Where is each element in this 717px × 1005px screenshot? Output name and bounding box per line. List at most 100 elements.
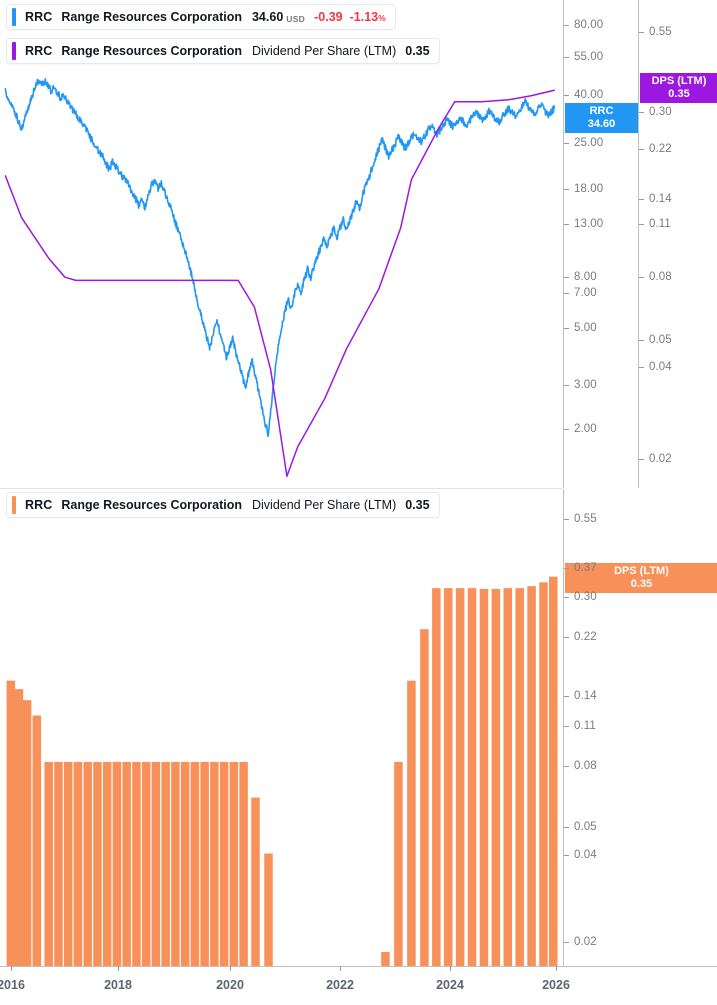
dividend-axis-tick: 0.04 bbox=[564, 848, 597, 862]
legend-last-price: 34.60 bbox=[251, 10, 284, 24]
time-axis[interactable]: 2016 2018 2020 2022 2024 2026 bbox=[0, 966, 717, 1005]
price-axis-tick-label: 5.00 bbox=[574, 322, 597, 334]
legend-swatch-dps-bars bbox=[12, 496, 16, 514]
dividend-bar bbox=[14, 689, 24, 966]
dividend-bar bbox=[539, 582, 548, 966]
legend-company-dps-overlay: Range Resources Corporation bbox=[61, 44, 242, 58]
price-axis-tick-label: 18.00 bbox=[574, 183, 604, 195]
dps-overlay-axis-tick: 0.11 bbox=[639, 217, 671, 231]
dividend-bar bbox=[32, 715, 42, 966]
legend-price[interactable]: RRC Range Resources Corporation 34.60 US… bbox=[6, 4, 396, 30]
dividend-bar bbox=[93, 761, 102, 966]
dividend-bar bbox=[503, 588, 513, 966]
dps-overlay-axis[interactable]: DPS (LTM) 0.35 0.55 0.30 0.22 0.14 0.11 0.08 0… bbox=[638, 0, 717, 488]
dividend-badge: DPS (LTM) 0.35 bbox=[565, 563, 717, 593]
price-axis[interactable]: RRC 34.60 80.00 55.00 40.00 25.00 18.00 13.00… bbox=[563, 0, 638, 488]
dividend-plot-area[interactable] bbox=[0, 489, 563, 966]
dps-overlay-axis-tick-label: 0.55 bbox=[649, 26, 672, 38]
legend-ticker-price: RRC bbox=[25, 10, 53, 24]
dps-overlay-axis-tick: 0.22 bbox=[639, 142, 672, 156]
dividend-bar bbox=[161, 761, 170, 966]
tick-mark-icon bbox=[639, 458, 644, 460]
dps-overlay-axis-tick: 0.55 bbox=[639, 25, 672, 39]
dps-overlay-axis-tick-label: 0.22 bbox=[649, 143, 672, 155]
legend-value-dps-overlay: 0.35 bbox=[405, 44, 430, 58]
legend-dps-overlay[interactable]: RRC Range Resources Corporation Dividend… bbox=[6, 38, 440, 64]
legend-metric-dps-overlay: Dividend Per Share (LTM) bbox=[251, 44, 397, 58]
tick-mark-icon bbox=[564, 292, 569, 294]
price-axis-tick-label: 3.00 bbox=[574, 379, 597, 391]
dividend-pane: RRC Range Resources Corporation Dividend… bbox=[0, 489, 717, 1005]
legend-swatch-dps-overlay bbox=[12, 42, 16, 60]
dividend-axis-tick-label: 0.22 bbox=[574, 631, 597, 643]
dps-overlay-badge: DPS (LTM) 0.35 bbox=[640, 73, 717, 103]
time-axis-label: 2018 bbox=[104, 978, 132, 992]
price-axis-tick-label: 40.00 bbox=[574, 89, 604, 101]
dividend-axis[interactable]: DPS (LTM) 0.35 0.55 0.37 0.30 0.22 0.14 0.11 0… bbox=[563, 489, 717, 966]
dps-overlay-axis-tick: 0.04 bbox=[639, 360, 672, 374]
dividend-axis-tick: 0.55 bbox=[564, 512, 597, 526]
tick-mark-icon bbox=[564, 428, 569, 430]
dps-overlay-axis-tick: 0.02 bbox=[639, 452, 672, 466]
price-axis-tick: 25.00 bbox=[564, 136, 603, 150]
dividend-axis-tick-label: 0.30 bbox=[574, 591, 597, 603]
tick-mark-icon bbox=[564, 725, 569, 727]
time-axis-label: 2026 bbox=[542, 978, 570, 992]
tick-mark-icon bbox=[639, 198, 644, 200]
dps-overlay-axis-tick: 0.14 bbox=[639, 192, 672, 206]
dividend-bar bbox=[122, 761, 131, 966]
price-axis-tick-label: 8.00 bbox=[574, 271, 597, 283]
legend-swatch-price bbox=[12, 8, 16, 26]
tick-mark-icon bbox=[564, 276, 569, 278]
dividend-bar bbox=[190, 761, 200, 966]
price-axis-tick-label: 7.00 bbox=[574, 287, 597, 299]
pane-separator[interactable] bbox=[0, 488, 563, 489]
price-line-rrc bbox=[4, 77, 556, 438]
dividend-bar bbox=[210, 761, 219, 966]
legend-value-dps-bars: 0.35 bbox=[405, 498, 430, 512]
dividend-bar bbox=[102, 761, 112, 966]
time-tick-mark-icon bbox=[556, 966, 557, 971]
price-axis-tick: 18.00 bbox=[564, 182, 603, 196]
dividend-axis-tick-label: 0.08 bbox=[574, 760, 597, 772]
time-axis-label: 2020 bbox=[216, 978, 244, 992]
tick-mark-icon bbox=[564, 384, 569, 386]
tick-mark-icon bbox=[639, 148, 644, 150]
dividend-bar bbox=[73, 761, 83, 966]
price-badge-label: RRC bbox=[589, 105, 614, 118]
tick-mark-icon bbox=[564, 636, 569, 638]
tick-mark-icon bbox=[564, 695, 569, 697]
tick-mark-icon bbox=[564, 765, 569, 767]
dividend-bar bbox=[63, 761, 73, 966]
dividend-bar bbox=[420, 629, 429, 966]
price-axis-tick: 13.00 bbox=[564, 217, 603, 231]
price-axis-tick-label: 55.00 bbox=[574, 51, 604, 63]
legend-dps-bars[interactable]: RRC Range Resources Corporation Dividend… bbox=[6, 492, 440, 518]
dividend-axis-tick-label: 0.37 bbox=[574, 562, 597, 574]
dividend-bar bbox=[479, 588, 489, 966]
price-axis-tick: 7.00 bbox=[564, 286, 597, 300]
dividend-axis-tick-label: 0.04 bbox=[574, 849, 597, 861]
price-badge-rrc: RRC 34.60 bbox=[565, 103, 638, 133]
price-axis-tick: 55.00 bbox=[564, 50, 603, 64]
dividend-bar bbox=[112, 761, 122, 966]
tick-mark-icon bbox=[564, 188, 569, 190]
dividend-axis-tick: 0.37 bbox=[564, 561, 597, 575]
dividend-bar bbox=[251, 797, 260, 966]
time-tick-mark-icon bbox=[230, 966, 231, 971]
percent-symbol: % bbox=[378, 13, 386, 23]
dividend-bar bbox=[381, 951, 390, 966]
dividend-bar bbox=[527, 586, 536, 966]
price-plot-area[interactable] bbox=[0, 0, 563, 488]
dividend-bar bbox=[549, 576, 558, 966]
dividend-axis-tick: 0.02 bbox=[564, 935, 597, 949]
legend-metric-dps-bars: Dividend Per Share (LTM) bbox=[251, 498, 397, 512]
dividend-bar bbox=[83, 761, 92, 966]
dps-overlay-line bbox=[4, 89, 556, 477]
tick-mark-icon bbox=[564, 223, 569, 225]
dividend-axis-tick: 0.08 bbox=[564, 759, 597, 773]
price-chart-svg bbox=[4, 77, 556, 477]
dividend-axis-tick-label: 0.55 bbox=[574, 513, 597, 525]
tick-mark-icon bbox=[639, 366, 644, 368]
dps-overlay-badge-value: 0.35 bbox=[668, 88, 690, 100]
